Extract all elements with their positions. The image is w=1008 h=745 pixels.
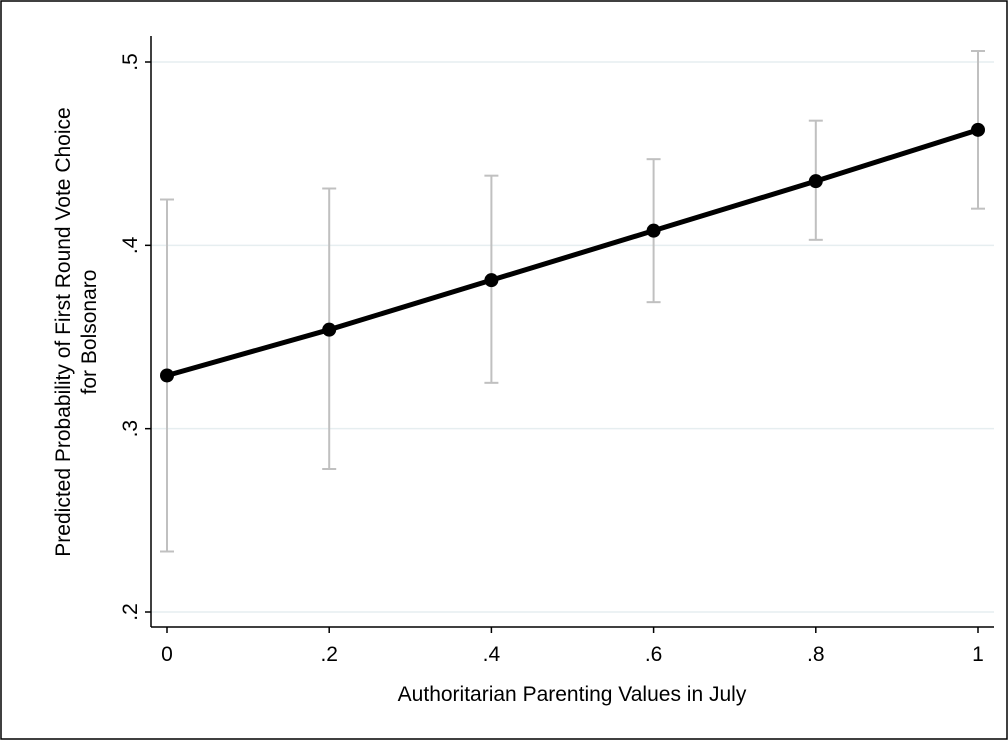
data-point-3 bbox=[646, 223, 661, 238]
x-tick-label-0: 0 bbox=[161, 643, 173, 666]
x-tick-label-1: .2 bbox=[320, 643, 338, 666]
data-point-1 bbox=[322, 322, 337, 337]
y-axis-title: Predicted Probability of First Round Vot… bbox=[52, 107, 101, 556]
grid-layer bbox=[151, 61, 994, 613]
data-point-2 bbox=[484, 273, 499, 288]
y-axis-title-line-2: for Bolsonaro bbox=[78, 270, 101, 395]
x-tick-label-3: .6 bbox=[645, 643, 663, 666]
x-axis-title: Authoritarian Parenting Values in July bbox=[398, 683, 747, 706]
x-tick-label-5: 1 bbox=[972, 643, 984, 666]
y-tick-label-3: .5 bbox=[119, 53, 142, 71]
data-point-5 bbox=[971, 122, 985, 137]
y-tick-label-0: .2 bbox=[119, 603, 142, 621]
data-point-4 bbox=[808, 174, 823, 189]
series-line-0 bbox=[164, 127, 981, 378]
x-tick-label-2: .4 bbox=[483, 643, 501, 666]
line-layer bbox=[164, 127, 981, 378]
y-tick-label-1: .3 bbox=[119, 420, 142, 438]
y-tick-label-2: .4 bbox=[119, 236, 142, 254]
point-layer bbox=[160, 122, 985, 383]
axis-layer: .2 .3 .4 .5 0 .2 .4 .6 .8 1 bbox=[119, 36, 994, 666]
data-point-0 bbox=[160, 368, 174, 383]
x-tick-label-4: .8 bbox=[807, 643, 825, 666]
y-axis-title-line-1: Predicted Probability of First Round Vot… bbox=[52, 107, 75, 556]
